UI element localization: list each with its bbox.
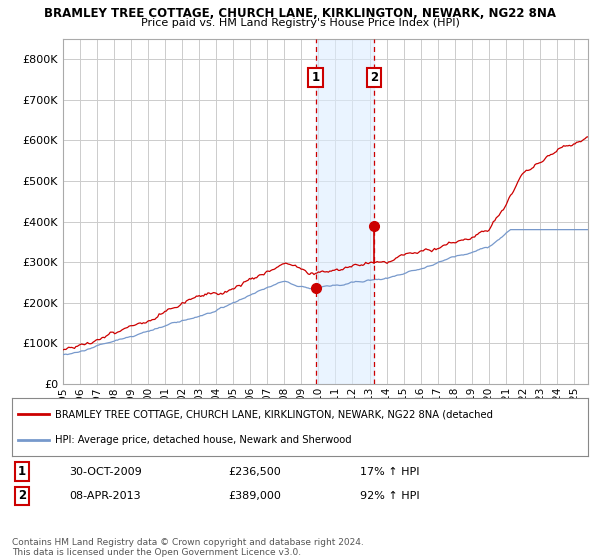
Bar xyxy=(316,39,374,384)
Text: 2: 2 xyxy=(18,489,26,502)
Text: Contains HM Land Registry data © Crown copyright and database right 2024.
This d: Contains HM Land Registry data © Crown c… xyxy=(12,538,364,557)
Text: 08-APR-2013: 08-APR-2013 xyxy=(69,491,140,501)
Text: 30-OCT-2009: 30-OCT-2009 xyxy=(69,466,142,477)
Text: £389,000: £389,000 xyxy=(228,491,281,501)
Text: 92% ↑ HPI: 92% ↑ HPI xyxy=(360,491,419,501)
Text: 1: 1 xyxy=(18,465,26,478)
Text: BRAMLEY TREE COTTAGE, CHURCH LANE, KIRKLINGTON, NEWARK, NG22 8NA: BRAMLEY TREE COTTAGE, CHURCH LANE, KIRKL… xyxy=(44,7,556,20)
Text: £236,500: £236,500 xyxy=(228,466,281,477)
Text: Price paid vs. HM Land Registry's House Price Index (HPI): Price paid vs. HM Land Registry's House … xyxy=(140,18,460,28)
Text: 1: 1 xyxy=(311,71,320,84)
Text: 2: 2 xyxy=(370,71,378,84)
Text: 17% ↑ HPI: 17% ↑ HPI xyxy=(360,466,419,477)
Text: HPI: Average price, detached house, Newark and Sherwood: HPI: Average price, detached house, Newa… xyxy=(55,435,352,445)
Text: BRAMLEY TREE COTTAGE, CHURCH LANE, KIRKLINGTON, NEWARK, NG22 8NA (detached: BRAMLEY TREE COTTAGE, CHURCH LANE, KIRKL… xyxy=(55,409,493,419)
